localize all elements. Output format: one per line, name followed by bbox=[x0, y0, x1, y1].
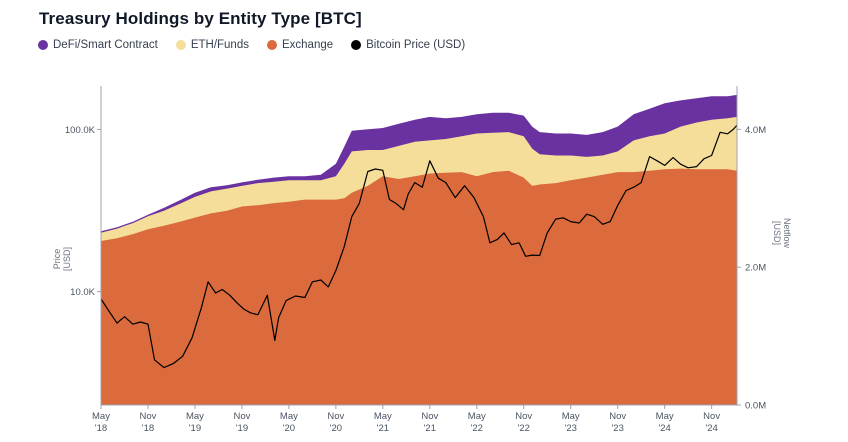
y-axis-right-title: Netflow[USD] bbox=[772, 218, 792, 249]
legend-label-exchange: Exchange bbox=[281, 39, 334, 51]
legend-swatch-eth-funds bbox=[175, 40, 186, 50]
legend-item-defi[interactable]: DeFi/Smart Contract bbox=[38, 39, 158, 51]
x-tick-label-month: Nov bbox=[327, 411, 344, 422]
legend-swatch-defi bbox=[38, 40, 48, 50]
x-tick-label-year: '23 bbox=[565, 423, 577, 434]
x-tick-label-month: May bbox=[374, 411, 392, 422]
x-tick-label-month: May bbox=[186, 411, 204, 422]
x-tick-label-year: '20 bbox=[330, 423, 342, 434]
legend: DeFi/Smart Contract ETH/Funds Exchange B… bbox=[38, 39, 465, 51]
x-tick-label-month: Nov bbox=[609, 411, 626, 422]
x-tick-label-year: '22 bbox=[471, 423, 483, 434]
x-tick-label-month: Nov bbox=[703, 411, 720, 422]
y-right-tick-label: 4.0M bbox=[745, 125, 766, 136]
x-tick-label-year: '19 bbox=[189, 423, 201, 434]
x-tick-label-year: '18 bbox=[95, 423, 107, 434]
legend-label-defi: DeFi/Smart Contract bbox=[53, 39, 158, 51]
y-right-tick-label: 2.0M bbox=[745, 263, 766, 274]
x-tick-label-year: '24 bbox=[658, 423, 670, 434]
x-tick-label-month: May bbox=[562, 411, 580, 422]
y-left-tick-label: 10.0K bbox=[70, 287, 95, 298]
y-left-tick-label: 100.0K bbox=[65, 125, 96, 136]
y-axis-left-title: Price[USD] bbox=[52, 247, 72, 271]
legend-item-btc-price[interactable]: Bitcoin Price (USD) bbox=[351, 39, 465, 51]
price-line-layer bbox=[100, 124, 738, 369]
x-tick-label-month: May bbox=[656, 411, 674, 422]
y-right-tick-label: 0.0M bbox=[745, 401, 766, 412]
x-tick-label-month: May bbox=[280, 411, 298, 422]
x-tick-label-month: May bbox=[92, 411, 110, 422]
legend-item-exchange[interactable]: Exchange bbox=[266, 39, 334, 51]
x-tick-label-month: Nov bbox=[515, 411, 532, 422]
axes: 10.0K 100.0K 0.0M 2.0M 4.0M Price[USD] Netflow… bbox=[52, 86, 792, 434]
area-layers bbox=[101, 94, 737, 406]
legend-swatch-btc-price bbox=[351, 40, 362, 50]
x-tick-label-year: '22 bbox=[518, 423, 530, 434]
x-tick-label-year: '19 bbox=[236, 423, 248, 434]
chart-title: Treasury Holdings by Entity Type [BTC] bbox=[39, 9, 362, 28]
bitcoin-price-line bbox=[100, 124, 738, 369]
legend-label-btc-price: Bitcoin Price (USD) bbox=[366, 39, 466, 51]
legend-swatch-exchange bbox=[266, 40, 277, 50]
x-tick-label-year: '21 bbox=[377, 423, 389, 434]
x-tick-label-year: '21 bbox=[424, 423, 436, 434]
area-exchange bbox=[101, 168, 737, 405]
x-tick-label-year: '18 bbox=[142, 423, 154, 434]
x-tick-label-year: '24 bbox=[705, 423, 717, 434]
x-tick-label-month: Nov bbox=[421, 411, 438, 422]
x-tick-label-month: Nov bbox=[233, 411, 250, 422]
legend-label-eth-funds: ETH/Funds bbox=[190, 39, 249, 51]
x-tick-label-month: Nov bbox=[140, 411, 157, 422]
x-tick-label-year: '20 bbox=[283, 423, 295, 434]
legend-item-eth-funds[interactable]: ETH/Funds bbox=[175, 39, 249, 51]
x-tick-label-year: '23 bbox=[611, 423, 623, 434]
x-tick-label-month: May bbox=[468, 411, 486, 422]
